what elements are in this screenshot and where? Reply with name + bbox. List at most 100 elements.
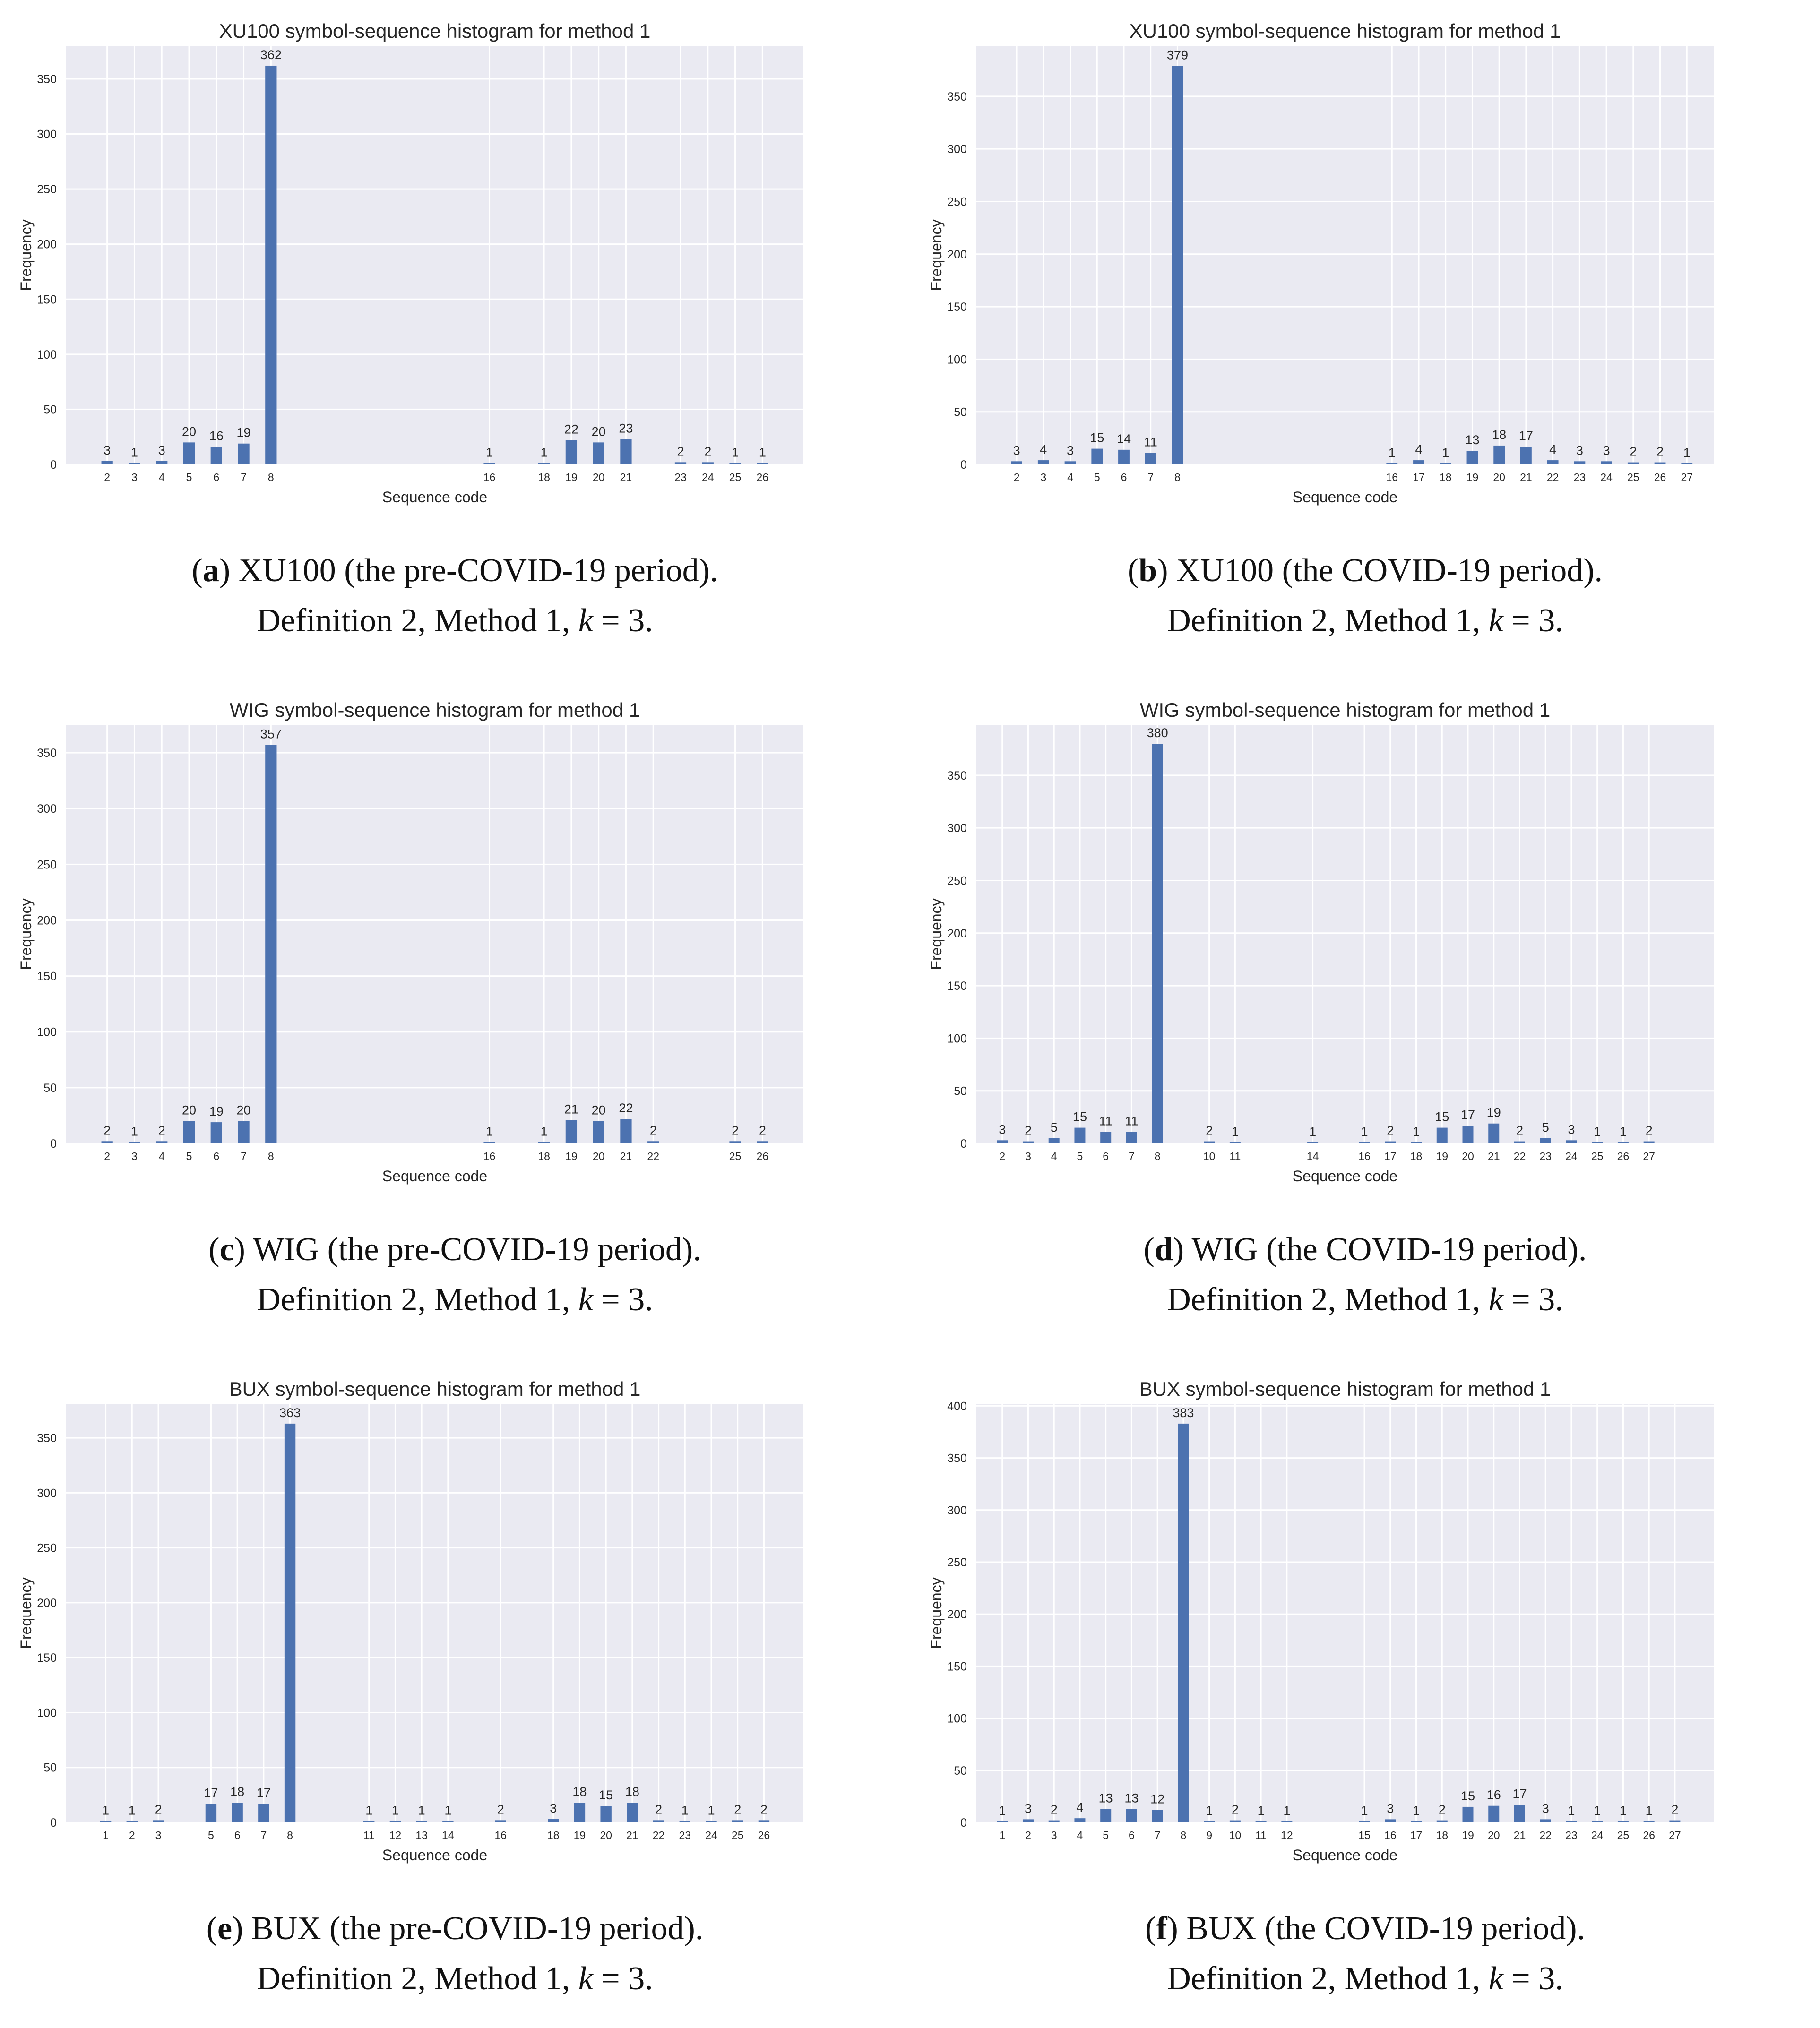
bar [600, 1806, 612, 1822]
x-tick-label: 8 [1180, 1829, 1186, 1841]
y-tick-label: 0 [960, 458, 967, 472]
y-tick-label: 150 [37, 1651, 57, 1665]
y-axis-label: Frequency [17, 898, 35, 970]
y-axis-label: Frequency [17, 219, 35, 291]
bar [1669, 1820, 1681, 1822]
x-tick-label: 16 [483, 471, 496, 483]
bar-value-label: 2 [655, 1802, 662, 1816]
bar [210, 1122, 222, 1143]
x-tick-label: 21 [620, 471, 632, 483]
x-tick-label: 3 [1025, 1150, 1031, 1162]
bar-value-label: 1 [1232, 1125, 1239, 1139]
x-tick-label: 21 [626, 1829, 638, 1841]
x-axis-label: Sequence code [382, 1847, 487, 1864]
bar [1126, 1809, 1137, 1822]
bar [1654, 462, 1666, 464]
x-tick-label: 17 [1384, 1150, 1397, 1162]
bar [593, 1121, 604, 1143]
bar [1091, 448, 1103, 464]
caption-letter: f [1156, 1910, 1167, 1947]
bar-value-label: 1 [1361, 1804, 1368, 1818]
bar-value-label: 1 [999, 1804, 1006, 1818]
bar [1601, 461, 1613, 464]
bar [1100, 1132, 1112, 1143]
bar-value-label: 1 [732, 446, 739, 460]
x-tick-label: 6 [213, 1150, 219, 1162]
bar [758, 1820, 770, 1822]
x-tick-label: 20 [1462, 1150, 1474, 1162]
bar [679, 1821, 690, 1822]
bar [1178, 1423, 1189, 1822]
bar-value-label: 1 [418, 1804, 425, 1818]
caption-k-value: = 3. [1503, 1281, 1563, 1318]
caption-k-value: = 3. [593, 1281, 653, 1318]
x-tick-label: 6 [1103, 1150, 1109, 1162]
caption-k: k [1488, 1960, 1503, 1997]
bar-value-label: 1 [131, 446, 138, 460]
x-tick-label: 19 [1436, 1150, 1448, 1162]
bar [706, 1821, 717, 1822]
y-tick-label: 100 [37, 1026, 57, 1039]
bar-value-label: 18 [230, 1785, 244, 1799]
x-tick-label: 1 [103, 1829, 109, 1841]
bar [1643, 1821, 1655, 1822]
bar [548, 1819, 559, 1822]
bar [442, 1821, 454, 1822]
bar [538, 1142, 550, 1143]
y-tick-label: 350 [37, 1432, 57, 1445]
y-tick-label: 250 [947, 874, 967, 887]
x-axis-label: Sequence code [1293, 1168, 1397, 1185]
x-tick-label: 5 [1077, 1150, 1083, 1162]
x-tick-label: 23 [1574, 471, 1586, 483]
caption-k: k [578, 1281, 593, 1318]
bar-value-label: 2 [704, 444, 711, 458]
bar [1229, 1820, 1241, 1822]
bar-value-label: 17 [204, 1786, 218, 1800]
bar-value-label: 379 [1167, 48, 1188, 62]
y-tick-label: 0 [50, 458, 57, 472]
caption-k-value: = 3. [1503, 602, 1563, 639]
bar-value-label: 1 [102, 1804, 109, 1818]
x-tick-label: 19 [565, 1150, 578, 1162]
x-tick-label: 2 [104, 471, 110, 483]
y-tick-label: 50 [43, 403, 57, 416]
caption-line-1: (c) WIG (the pre-COVID-19 period). [208, 1231, 701, 1268]
y-tick-label: 100 [37, 348, 57, 361]
bar-value-label: 5 [1542, 1120, 1549, 1134]
bar-value-label: 3 [1025, 1801, 1032, 1815]
x-tick-label: 18 [1440, 471, 1452, 483]
y-tick-label: 250 [37, 183, 57, 196]
caption-definition: Definition 2, Method 1, [257, 1281, 578, 1318]
bar [1493, 445, 1505, 464]
x-tick-label: 22 [647, 1150, 659, 1162]
chart-title: WIG symbol-sequence histogram for method… [1140, 699, 1550, 721]
bar-value-label: 2 [1206, 1124, 1213, 1138]
y-tick-label: 200 [947, 1608, 967, 1621]
chart-title: BUX symbol-sequence histogram for method… [1139, 1378, 1551, 1400]
bar [495, 1820, 506, 1822]
bar-value-label: 1 [1309, 1125, 1316, 1139]
bar [1540, 1819, 1551, 1822]
y-tick-label: 50 [954, 1085, 967, 1098]
bar-value-label: 5 [1051, 1120, 1058, 1134]
bar [1064, 461, 1076, 464]
bar [1462, 1806, 1474, 1822]
bar [1520, 447, 1532, 464]
bar [156, 461, 168, 464]
histogram-chart-b: 0501001502002503003503243341551461173798… [928, 20, 1714, 506]
bar-value-label: 4 [1076, 1800, 1083, 1814]
y-tick-label: 50 [954, 406, 967, 419]
x-tick-label: 4 [1067, 471, 1073, 483]
y-tick-label: 300 [947, 1504, 967, 1517]
bar [153, 1820, 164, 1822]
plot-area [66, 46, 803, 464]
x-tick-label: 26 [1617, 1150, 1630, 1162]
bar-value-label: 17 [1512, 1787, 1527, 1801]
bar [1440, 463, 1451, 464]
bar [1074, 1818, 1086, 1822]
bar-value-label: 1 [365, 1804, 372, 1818]
bar-value-label: 1 [131, 1125, 138, 1139]
bar-value-label: 1 [1206, 1804, 1213, 1818]
x-tick-label: 11 [363, 1829, 375, 1841]
bar [129, 463, 140, 464]
